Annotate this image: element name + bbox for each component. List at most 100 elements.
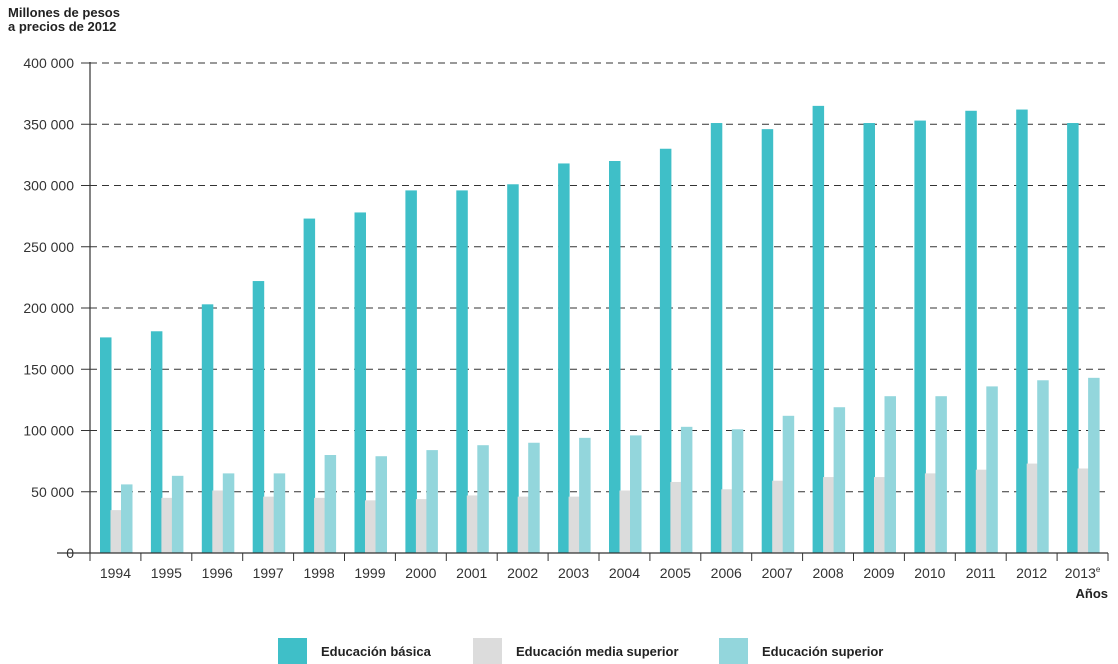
bar-1998-3	[324, 455, 337, 553]
legend-swatch-superior	[719, 638, 748, 664]
bar-2010-2	[924, 473, 937, 553]
bar-2010-3	[935, 396, 947, 553]
x-tick-label-2002: 2002	[507, 565, 538, 581]
y-tick-label: 400 000	[23, 55, 74, 71]
x-tick-label-1995: 1995	[151, 565, 182, 581]
bar-2011-1	[965, 110, 977, 554]
x-tick-label-2008: 2008	[812, 565, 843, 581]
bar-1999-2	[365, 500, 377, 553]
bar-1995-3	[171, 475, 184, 553]
bar-2001-2	[466, 495, 479, 553]
tick-labels: 0 50 000 100 000 150 000 200 000 250 000 300 0…	[23, 55, 1101, 581]
y-axis-label-line2: a precios de 2012	[8, 19, 117, 34]
y-tick-label: 300 000	[23, 178, 74, 194]
bar-2002-2	[517, 496, 530, 553]
x-tick-label-2005: 2005	[660, 565, 691, 581]
y-tick-label: 250 000	[23, 239, 74, 255]
x-tick-label-2007: 2007	[762, 565, 793, 581]
legend-swatch-basica	[278, 638, 307, 664]
bar-2002-3	[528, 442, 540, 553]
legend-item-basica: Educación básica	[278, 638, 431, 664]
bar-1994-1	[100, 337, 112, 553]
bars	[100, 105, 1100, 554]
x-tick-label-1998: 1998	[303, 565, 334, 581]
bar-2012-1	[1016, 109, 1028, 554]
bar-1995-1	[150, 331, 163, 553]
bar-2009-1	[863, 123, 875, 554]
bar-2005-3	[680, 426, 693, 553]
bar-1997-1	[252, 281, 265, 553]
legend-label-superior: Educación superior	[762, 643, 884, 659]
y-tick-label: 200 000	[23, 300, 74, 316]
x-tick-label-1999: 1999	[354, 565, 385, 581]
bar-1998-2	[314, 497, 326, 553]
x-tick-label-2012: 2012	[1016, 565, 1047, 581]
bar-2003-1	[558, 163, 570, 553]
x-tick-label-1996: 1996	[202, 565, 233, 581]
bar-2002-1	[507, 184, 519, 553]
x-tick-label-2013: 2013e	[1065, 565, 1101, 581]
bar-2010-1	[914, 120, 926, 553]
bar-2012-3	[1037, 380, 1049, 553]
bar-2013-1	[1067, 123, 1079, 554]
bar-1996-2	[212, 490, 224, 553]
bar-2000-1	[405, 190, 417, 553]
bar-1998-1	[303, 218, 316, 553]
bar-2007-1	[761, 129, 774, 553]
x-axis-label: Años	[1075, 586, 1109, 601]
legend-item-superior: Educación superior	[719, 638, 883, 664]
axes	[57, 62, 1109, 561]
bar-2006-1	[710, 123, 723, 554]
x-tick-label-2004: 2004	[609, 565, 640, 581]
bar-2006-2	[721, 489, 733, 553]
x-tick-label-2010: 2010	[914, 565, 945, 581]
x-tick-label-2001: 2001	[456, 565, 487, 581]
bar-2001-3	[477, 445, 489, 553]
bar-1999-3	[375, 456, 387, 553]
x-tick-label-2006: 2006	[711, 565, 742, 581]
legend-label-basica: Educación básica	[321, 643, 431, 659]
bar-2000-3	[426, 450, 438, 553]
y-axis-label: Millones de pesos a precios de 2012	[8, 6, 120, 34]
bar-2013-2	[1077, 468, 1090, 553]
bar-2011-3	[986, 386, 998, 553]
bar-2005-2	[670, 481, 682, 553]
bar-2007-3	[782, 415, 795, 553]
gridlines	[90, 62, 1108, 493]
bar-2008-1	[812, 105, 825, 553]
y-axis-label-line1: Millones de pesos	[8, 5, 120, 20]
bar-2004-3	[630, 435, 642, 553]
bar-1997-2	[263, 496, 275, 553]
bar-2000-2	[415, 499, 428, 553]
y-tick-label: 50 000	[31, 484, 74, 500]
bar-2004-2	[619, 490, 631, 553]
x-tick-label-1994: 1994	[100, 565, 131, 581]
x-tick-superscript: e	[1096, 565, 1101, 574]
x-tick-label-2003: 2003	[558, 565, 589, 581]
y-tick-label: 0	[66, 545, 74, 561]
x-tick-label-1997: 1997	[253, 565, 284, 581]
bar-2008-2	[823, 477, 835, 553]
bar-1994-3	[121, 484, 133, 553]
bar-1995-2	[161, 497, 173, 553]
bar-2007-2	[772, 480, 784, 553]
bar-2006-3	[731, 429, 744, 553]
legend: Educación básica Educación media superio…	[0, 638, 1118, 664]
bar-2011-2	[975, 469, 988, 553]
legend-item-media-superior: Educación media superior	[473, 638, 679, 664]
legend-swatch-media-superior	[473, 638, 502, 664]
bar-2003-3	[579, 437, 591, 553]
bar-2012-2	[1026, 463, 1039, 553]
bar-2003-2	[568, 496, 581, 553]
legend-label-media-superior: Educación media superior	[516, 643, 679, 659]
bar-1997-3	[273, 473, 286, 553]
bar-1999-1	[354, 212, 366, 553]
bar-2001-1	[456, 190, 468, 553]
y-tick-label: 350 000	[23, 116, 74, 132]
bar-2009-3	[884, 396, 896, 553]
x-tick-label-2011: 2011	[966, 565, 996, 581]
bar-1994-2	[110, 510, 122, 553]
bar-2013-3	[1088, 377, 1100, 553]
bar-2009-2	[874, 477, 886, 553]
bar-1996-1	[201, 304, 214, 553]
